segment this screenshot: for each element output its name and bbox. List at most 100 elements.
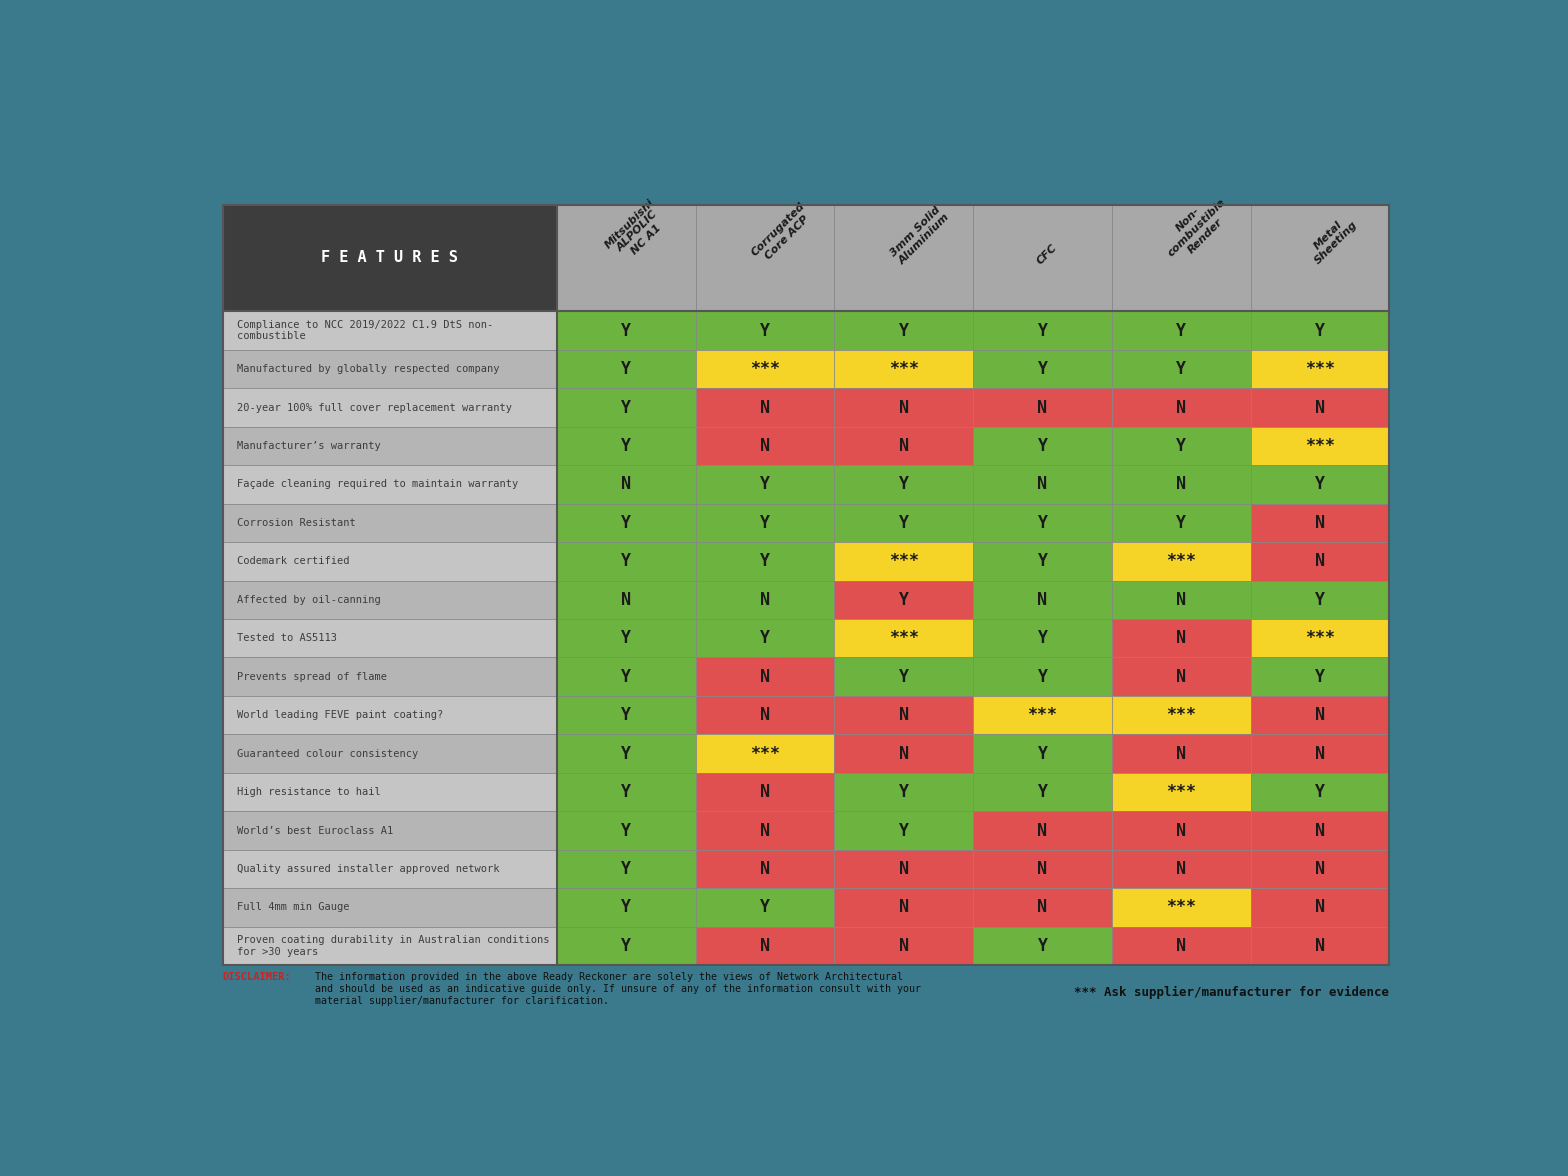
- Bar: [696, 811, 834, 850]
- Bar: [974, 466, 1112, 503]
- Text: N: N: [760, 783, 770, 801]
- Bar: [974, 619, 1112, 657]
- Text: Affected by oil-canning: Affected by oil-canning: [237, 595, 381, 604]
- Text: Tested to AS5113: Tested to AS5113: [237, 633, 337, 643]
- Bar: [834, 349, 974, 388]
- Bar: [223, 542, 557, 581]
- Text: Y: Y: [621, 399, 632, 416]
- Text: Y: Y: [898, 321, 909, 340]
- Text: Metal
Sheeting: Metal Sheeting: [1305, 212, 1359, 267]
- Text: Y: Y: [898, 668, 909, 686]
- Bar: [557, 927, 696, 965]
- Text: N: N: [760, 399, 770, 416]
- Text: Y: Y: [898, 475, 909, 494]
- Bar: [1251, 619, 1389, 657]
- Bar: [1112, 888, 1251, 927]
- Bar: [696, 542, 834, 581]
- Text: Corrosion Resistant: Corrosion Resistant: [237, 517, 356, 528]
- Text: N: N: [898, 937, 909, 955]
- Text: Y: Y: [621, 898, 632, 916]
- Text: N: N: [760, 860, 770, 878]
- Text: Y: Y: [1038, 629, 1047, 647]
- Bar: [696, 581, 834, 619]
- Text: N: N: [760, 437, 770, 455]
- Bar: [834, 427, 974, 466]
- Text: ***: ***: [750, 360, 779, 377]
- Bar: [1251, 466, 1389, 503]
- Bar: [696, 349, 834, 388]
- Bar: [557, 427, 696, 466]
- Bar: [834, 657, 974, 696]
- Text: N: N: [760, 590, 770, 609]
- Bar: [223, 696, 557, 734]
- Bar: [974, 581, 1112, 619]
- Bar: [223, 619, 557, 657]
- Bar: [223, 388, 557, 427]
- Bar: [1112, 696, 1251, 734]
- Text: Y: Y: [760, 629, 770, 647]
- Text: ***: ***: [1027, 706, 1057, 724]
- Bar: [696, 205, 834, 312]
- Text: Y: Y: [1176, 514, 1187, 532]
- Text: Codemark certified: Codemark certified: [237, 556, 350, 567]
- Text: N: N: [760, 822, 770, 840]
- Bar: [696, 773, 834, 811]
- Text: Y: Y: [760, 553, 770, 570]
- Bar: [696, 388, 834, 427]
- Bar: [557, 503, 696, 542]
- Bar: [557, 773, 696, 811]
- Text: Y: Y: [1038, 668, 1047, 686]
- Text: ***: ***: [750, 744, 779, 762]
- Bar: [223, 734, 557, 773]
- Text: Y: Y: [760, 898, 770, 916]
- Text: N: N: [1176, 629, 1187, 647]
- Text: N: N: [1038, 590, 1047, 609]
- Text: Manufactured by globally respected company: Manufactured by globally respected compa…: [237, 365, 500, 374]
- Text: Prevents spread of flame: Prevents spread of flame: [237, 671, 387, 682]
- Text: N: N: [1176, 822, 1187, 840]
- Text: N: N: [1316, 898, 1325, 916]
- Text: N: N: [1316, 553, 1325, 570]
- Text: N: N: [1316, 822, 1325, 840]
- Text: *** Ask supplier/manufacturer for evidence: *** Ask supplier/manufacturer for eviden…: [1074, 985, 1389, 998]
- Bar: [834, 503, 974, 542]
- Text: World’s best Euroclass A1: World’s best Euroclass A1: [237, 826, 394, 835]
- Bar: [834, 466, 974, 503]
- Bar: [696, 850, 834, 888]
- Text: Manufacturer’s warranty: Manufacturer’s warranty: [237, 441, 381, 450]
- Bar: [1112, 581, 1251, 619]
- Bar: [696, 696, 834, 734]
- Bar: [557, 696, 696, 734]
- Text: N: N: [1316, 514, 1325, 532]
- Text: F E A T U R E S: F E A T U R E S: [321, 250, 458, 266]
- Bar: [1112, 205, 1251, 312]
- Bar: [696, 619, 834, 657]
- Bar: [974, 657, 1112, 696]
- Bar: [834, 696, 974, 734]
- Bar: [1251, 657, 1389, 696]
- Bar: [834, 312, 974, 349]
- Bar: [223, 427, 557, 466]
- Text: Y: Y: [621, 668, 632, 686]
- Text: Quality assured installer approved network: Quality assured installer approved netwo…: [237, 864, 500, 874]
- Bar: [1112, 734, 1251, 773]
- Bar: [696, 427, 834, 466]
- Bar: [696, 312, 834, 349]
- Bar: [557, 388, 696, 427]
- Bar: [223, 657, 557, 696]
- Text: N: N: [1316, 744, 1325, 762]
- Text: N: N: [1176, 860, 1187, 878]
- Bar: [834, 888, 974, 927]
- Bar: [1112, 850, 1251, 888]
- Text: Y: Y: [621, 937, 632, 955]
- Text: ***: ***: [1167, 553, 1196, 570]
- Bar: [223, 466, 557, 503]
- Bar: [1112, 388, 1251, 427]
- Bar: [974, 850, 1112, 888]
- Text: Façade cleaning required to maintain warranty: Façade cleaning required to maintain war…: [237, 480, 519, 489]
- Bar: [1251, 850, 1389, 888]
- Bar: [1112, 503, 1251, 542]
- Text: Y: Y: [1176, 437, 1187, 455]
- Bar: [1251, 349, 1389, 388]
- Text: Y: Y: [1038, 937, 1047, 955]
